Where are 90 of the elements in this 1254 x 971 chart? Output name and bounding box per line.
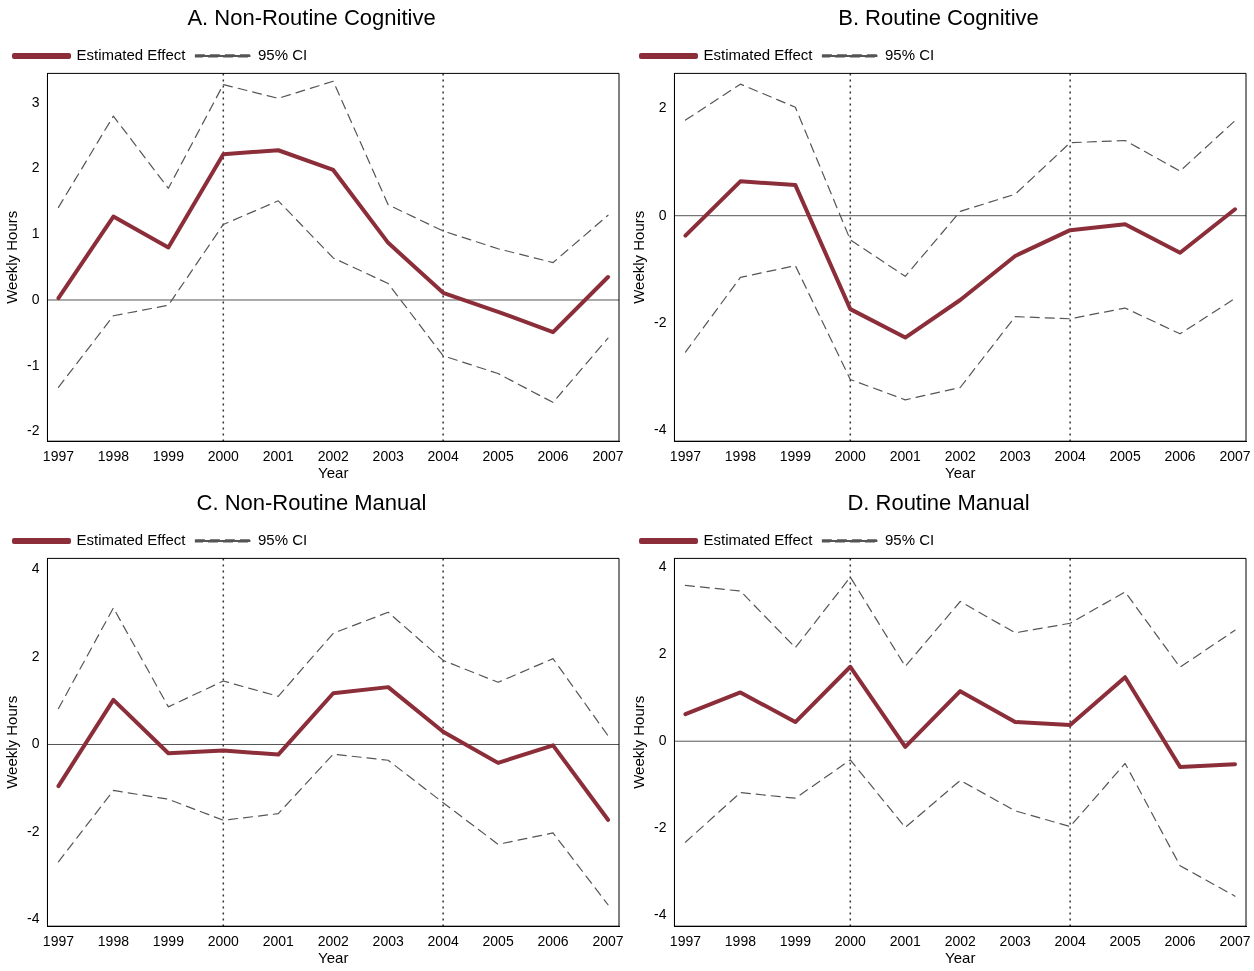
line-series xyxy=(57,753,609,906)
y-tick-label: -2 xyxy=(654,819,667,836)
chart-title: D. Routine Manual xyxy=(847,490,1030,516)
line-series xyxy=(57,607,609,737)
x-tick-label: 2006 xyxy=(1164,933,1196,950)
x-tick-label: 2003 xyxy=(372,933,404,950)
legend-label: 95% CI xyxy=(257,531,308,549)
legend-label: 95% CI xyxy=(884,46,935,64)
x-tick-label: 2006 xyxy=(537,448,569,465)
x-tick-label: 2002 xyxy=(317,448,349,465)
y-tick-label: 0 xyxy=(31,290,40,307)
x-axis-title: Year xyxy=(318,464,349,482)
x-tick-label: 1998 xyxy=(97,448,130,465)
y-tick-label: -4 xyxy=(654,906,667,923)
x-axis-title: Year xyxy=(945,949,976,967)
line-series xyxy=(684,759,1236,897)
x-tick-label: 2001 xyxy=(262,933,295,950)
x-tick-label: 1998 xyxy=(724,933,757,950)
legend-label: Estimated Effect xyxy=(703,46,814,64)
line-series xyxy=(57,80,609,264)
y-tick-label: 0 xyxy=(31,735,40,752)
x-tick-label: 2001 xyxy=(889,448,922,465)
y-axis-title: Weekly Hours xyxy=(3,210,21,304)
y-tick-label: -1 xyxy=(27,356,40,373)
x-tick-label: 1999 xyxy=(779,448,812,465)
x-tick-label: 2000 xyxy=(834,448,867,465)
y-tick-label: -2 xyxy=(654,313,667,330)
x-tick-label: 2000 xyxy=(207,448,240,465)
y-tick-label: 0 xyxy=(658,732,667,749)
x-tick-label: 2004 xyxy=(1054,448,1086,465)
x-tick-label: 1997 xyxy=(42,448,75,465)
y-tick-label: 4 xyxy=(31,560,40,577)
x-tick-label: 2002 xyxy=(944,448,976,465)
x-tick-label: 2005 xyxy=(1109,448,1141,465)
y-tick-label: 4 xyxy=(658,557,667,574)
y-tick-label: -2 xyxy=(27,822,40,839)
x-tick-label: 2007 xyxy=(1219,933,1251,950)
x-tick-label: 2003 xyxy=(999,448,1031,465)
y-tick-label: -4 xyxy=(654,421,667,438)
x-tick-label: 2005 xyxy=(1109,933,1141,950)
line-series xyxy=(684,265,1236,401)
x-tick-label: 1999 xyxy=(152,933,185,950)
legend-label: Estimated Effect xyxy=(76,46,187,64)
y-tick-label: 3 xyxy=(31,93,40,110)
y-tick-label: 2 xyxy=(658,645,667,662)
x-axis-title: Year xyxy=(318,949,349,967)
x-tick-label: 1999 xyxy=(779,933,812,950)
legend-label: 95% CI xyxy=(884,531,935,549)
legend-label: Estimated Effect xyxy=(76,531,187,549)
x-axis-title: Year xyxy=(945,464,976,482)
x-tick-label: 1999 xyxy=(152,448,185,465)
x-tick-label: 2004 xyxy=(427,448,459,465)
y-tick-label: -2 xyxy=(27,422,40,439)
y-axis-title: Weekly Hours xyxy=(630,210,648,304)
x-tick-label: 2003 xyxy=(999,933,1031,950)
legend-label: 95% CI xyxy=(257,46,308,64)
y-tick-label: -4 xyxy=(27,910,40,927)
chart-title: C. Non-Routine Manual xyxy=(196,490,427,516)
x-tick-label: 2005 xyxy=(482,448,514,465)
x-tick-label: 2003 xyxy=(372,448,404,465)
x-tick-label: 2001 xyxy=(262,448,295,465)
y-tick-label: 2 xyxy=(658,99,667,116)
y-tick-label: 1 xyxy=(31,225,40,242)
x-tick-label: 2004 xyxy=(1054,933,1086,950)
x-tick-label: 2001 xyxy=(889,933,922,950)
x-tick-label: 1997 xyxy=(669,448,702,465)
x-tick-label: 2006 xyxy=(537,933,569,950)
legend-label: Estimated Effect xyxy=(703,531,814,549)
y-tick-label: 0 xyxy=(658,206,667,223)
x-tick-label: 2000 xyxy=(207,933,240,950)
x-tick-label: 1997 xyxy=(669,933,702,950)
line-series xyxy=(684,576,1236,668)
x-tick-label: 2005 xyxy=(482,933,514,950)
x-tick-label: 1998 xyxy=(724,448,757,465)
chart-title: A. Non-Routine Cognitive xyxy=(187,5,436,31)
x-tick-label: 2007 xyxy=(592,933,624,950)
x-tick-label: 2004 xyxy=(427,933,459,950)
x-tick-label: 2000 xyxy=(834,933,867,950)
x-tick-label: 2007 xyxy=(592,448,624,465)
x-tick-label: 1998 xyxy=(97,933,130,950)
y-tick-label: 2 xyxy=(31,647,40,664)
y-tick-label: 2 xyxy=(31,159,40,176)
chart-title: B. Routine Cognitive xyxy=(838,5,1039,31)
x-tick-label: 2006 xyxy=(1164,448,1196,465)
x-tick-label: 1997 xyxy=(42,933,75,950)
x-tick-label: 2002 xyxy=(944,933,976,950)
x-tick-label: 2002 xyxy=(317,933,349,950)
y-axis-title: Weekly Hours xyxy=(3,695,21,789)
x-tick-label: 2007 xyxy=(1219,448,1251,465)
y-axis-title: Weekly Hours xyxy=(630,695,648,789)
